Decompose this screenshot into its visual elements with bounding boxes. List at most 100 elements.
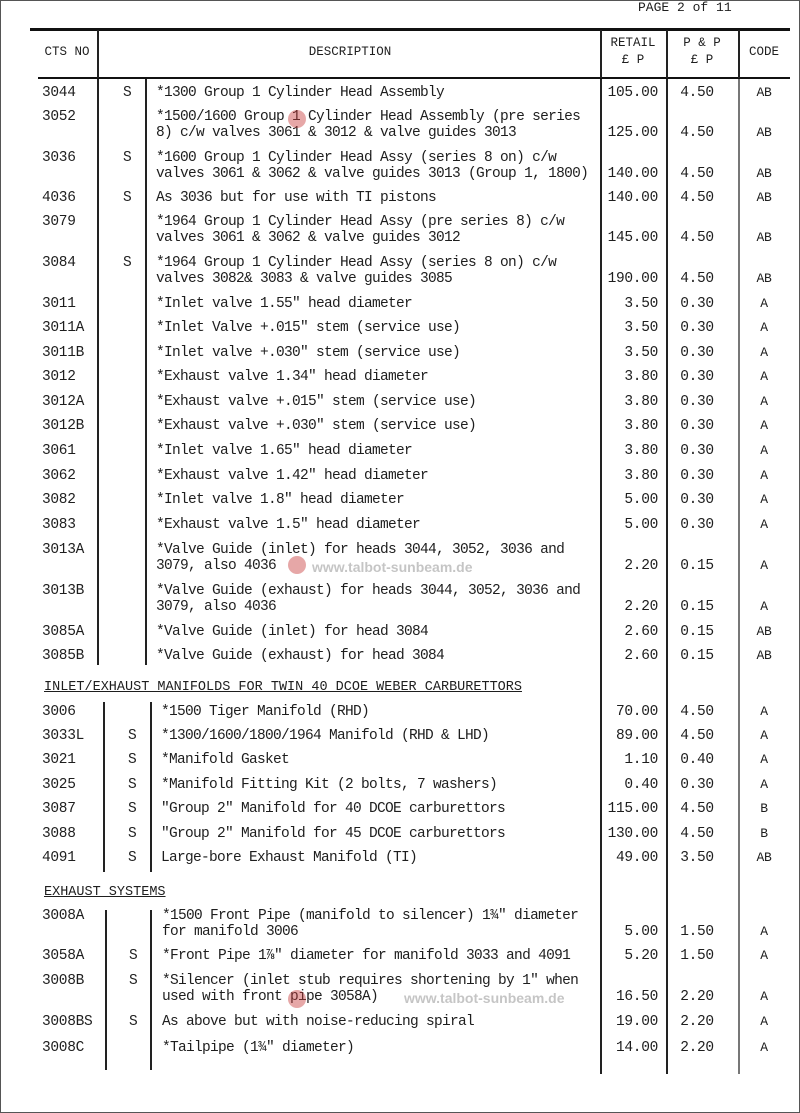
postage-price: 4.50 <box>680 826 714 842</box>
cts-number: 3013B <box>42 583 85 599</box>
retail-price: 125.00 <box>607 125 659 141</box>
description-line: *Valve Guide (inlet) for head 3084 <box>156 624 429 640</box>
price-code: A <box>760 394 768 409</box>
postage-price: 0.15 <box>680 624 714 640</box>
retail-price: 2.60 <box>624 624 658 640</box>
retail-price: 115.00 <box>607 801 659 817</box>
postage-price: 0.30 <box>680 517 714 533</box>
description-line: Large-bore Exhaust Manifold (TI) <box>161 850 418 866</box>
description-line: *Silencer (inlet stub requires shortenin… <box>162 973 579 989</box>
retail-price: 140.00 <box>607 190 659 206</box>
description-line: *Valve Guide (exhaust) for head 3084 <box>156 648 445 664</box>
postage-price: 0.30 <box>680 345 714 361</box>
description-line: "Group 2" Manifold for 45 DCOE carburett… <box>161 826 506 842</box>
price-code: A <box>760 1040 768 1055</box>
watermark-logo <box>288 110 306 128</box>
description-line: *Exhaust valve +.015" stem (service use) <box>156 394 477 410</box>
description-line: valves 3082& 3083 & valve guides 3085 <box>156 271 453 287</box>
retail-price: 16.50 <box>615 989 658 1005</box>
page-number: PAGE 2 of 11 <box>638 0 732 15</box>
retail-price: 3.80 <box>624 418 658 434</box>
retail-price: 14.00 <box>615 1040 658 1056</box>
postage-price: 0.15 <box>680 599 714 615</box>
price-code: AB <box>756 125 772 140</box>
description-line: *Inlet valve 1.55" head diameter <box>156 296 413 312</box>
retail-price: 2.60 <box>624 648 658 664</box>
retail-price: 3.50 <box>624 320 658 336</box>
postage-price: 0.30 <box>680 320 714 336</box>
header-description: DESCRIPTION <box>308 45 392 59</box>
price-code: A <box>760 443 768 458</box>
cts-number: 3036 <box>42 150 76 166</box>
cts-number: 3008B <box>42 973 85 989</box>
description-line: *Exhaust valve 1.42" head diameter <box>156 468 429 484</box>
cts-number: 3082 <box>42 492 76 508</box>
description-line: *1300 Group 1 Cylinder Head Assembly <box>156 85 445 101</box>
header-pp: P & P <box>683 36 721 50</box>
cts-number: 3008BS <box>42 1014 93 1030</box>
postage-price: 4.50 <box>680 271 714 287</box>
price-code: AB <box>756 624 772 639</box>
column-divider <box>150 702 152 872</box>
cts-number: 3052 <box>42 109 76 125</box>
service-flag: S <box>128 752 137 768</box>
price-code: A <box>760 752 768 767</box>
description-line: for manifold 3006 <box>162 924 299 940</box>
price-code: A <box>760 989 768 1004</box>
service-flag: S <box>129 973 138 989</box>
description-line: *Inlet Valve +.015" stem (service use) <box>156 320 461 336</box>
service-flag: S <box>123 150 132 166</box>
header-cts-no: CTS NO <box>44 45 90 59</box>
header-bottom-rule <box>38 77 790 79</box>
cts-number: 3085B <box>42 648 85 664</box>
price-code: A <box>760 418 768 433</box>
price-code: A <box>760 517 768 532</box>
description-line: *Tailpipe (1¾" diameter) <box>162 1040 355 1056</box>
description-line: 3079, also 4036 <box>156 599 277 615</box>
price-code: A <box>760 468 768 483</box>
cts-number: 3079 <box>42 214 76 230</box>
postage-price: 0.30 <box>680 369 714 385</box>
price-code: B <box>760 801 768 816</box>
description-line: *1500 Front Pipe (manifold to silencer) … <box>162 908 579 924</box>
description-line: used with front pipe 3058A) <box>162 989 379 1005</box>
column-divider <box>738 79 740 1074</box>
cts-number: 3087 <box>42 801 76 817</box>
column-divider <box>145 79 147 665</box>
section-heading: INLET/EXHAUST MANIFOLDS FOR TWIN 40 DCOE… <box>44 680 522 695</box>
price-code: AB <box>756 230 772 245</box>
price-code: A <box>760 369 768 384</box>
cts-number: 3084 <box>42 255 76 271</box>
retail-price: 19.00 <box>615 1014 658 1030</box>
cts-number: 3044 <box>42 85 76 101</box>
description-line: 8) c/w valves 3061 & 3012 & valve guides… <box>156 125 517 141</box>
service-flag: S <box>123 85 132 101</box>
price-code: A <box>760 599 768 614</box>
price-code: A <box>760 345 768 360</box>
description-line: *Manifold Gasket <box>161 752 290 768</box>
retail-price: 190.00 <box>607 271 659 287</box>
retail-price: 70.00 <box>615 704 658 720</box>
cts-number: 3008C <box>42 1040 85 1056</box>
postage-price: 0.30 <box>680 468 714 484</box>
cts-number: 4091 <box>42 850 76 866</box>
description-line: *Exhaust valve 1.5" head diameter <box>156 517 421 533</box>
price-code: A <box>760 948 768 963</box>
header-code: CODE <box>748 45 779 59</box>
price-code: A <box>760 492 768 507</box>
postage-price: 4.50 <box>680 704 714 720</box>
price-code: AB <box>756 271 772 286</box>
retail-price: 5.00 <box>624 492 658 508</box>
service-flag: S <box>128 777 137 793</box>
column-divider <box>600 79 602 1074</box>
description-line: *1964 Group 1 Cylinder Head Assy (series… <box>156 255 557 271</box>
retail-price: 130.00 <box>607 826 659 842</box>
cts-number: 3011B <box>42 345 85 361</box>
cts-number: 3011A <box>42 320 85 336</box>
postage-price: 4.50 <box>680 166 714 182</box>
retail-price: 3.80 <box>624 468 658 484</box>
header-divider <box>666 30 668 78</box>
watermark-text: www.talbot-sunbeam.de <box>312 559 473 575</box>
price-code: A <box>760 558 768 573</box>
description-line: *1600 Group 1 Cylinder Head Assy (series… <box>156 150 557 166</box>
